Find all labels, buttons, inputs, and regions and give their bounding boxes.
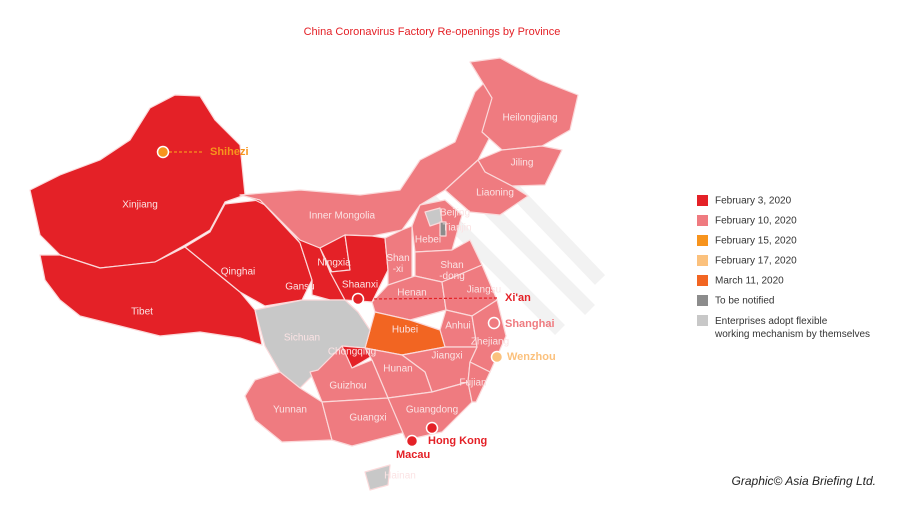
- city-dot: [405, 434, 419, 448]
- legend-swatch: [697, 295, 708, 306]
- city-label: Macau: [396, 449, 430, 461]
- legend-label: March 11, 2020: [715, 276, 784, 287]
- province-label-line: -dong: [439, 271, 465, 282]
- province: [321, 397, 407, 447]
- province-label: Guangdong: [406, 405, 458, 416]
- province-label: Sichuan: [284, 333, 320, 344]
- legend-swatch: [697, 235, 708, 246]
- province-label: Qinghai: [221, 267, 255, 278]
- province: [444, 159, 529, 216]
- province-label: Inner Mongolia: [309, 211, 376, 222]
- province: [439, 221, 447, 237]
- province-label: Hainan: [384, 471, 416, 482]
- province-label: Guangxi: [349, 413, 386, 424]
- legend-swatch: [697, 275, 708, 286]
- province: [364, 464, 391, 491]
- province-label: Jiangsu: [467, 285, 501, 296]
- province: [469, 57, 579, 151]
- province-label: Ningxia: [317, 258, 351, 269]
- map-title: China Coronavirus Factory Re-openings by…: [304, 26, 561, 38]
- province-label: Guizhou: [329, 381, 366, 392]
- legend-label: February 15, 2020: [715, 236, 797, 247]
- province-label: Shan -xi: [386, 253, 409, 275]
- legend-label-line: working mechanism by themselves: [714, 329, 870, 340]
- legend-label-line: Enterprises adopt flexible: [715, 316, 828, 327]
- legend-label: February 17, 2020: [715, 256, 797, 267]
- credit: Graphic© Asia Briefing Ltd.: [732, 474, 876, 488]
- city-label: Wenzhou: [507, 351, 556, 363]
- province-label: Shaanxi: [342, 280, 378, 291]
- legend-label: Enterprises adopt flexible working mechan…: [714, 316, 870, 340]
- province-label: Tibet: [131, 307, 153, 318]
- province-label: Yunnan: [273, 405, 307, 416]
- city-label: Xi'an: [505, 292, 531, 304]
- province-label: Xinjiang: [122, 200, 158, 211]
- legend-label: February 10, 2020: [715, 216, 797, 227]
- province-label: Hunan: [383, 364, 412, 375]
- province-label: Zhejiang: [471, 337, 509, 348]
- region-labels: Xinjiang Tibet Qinghai Gansu Inner Mongolia H…: [122, 113, 557, 482]
- province-label: Jiangxi: [431, 351, 462, 362]
- province-label: Gansu: [285, 282, 314, 293]
- legend-swatch: [697, 255, 708, 266]
- legend-label: To be notified: [715, 296, 775, 307]
- leader-line: [363, 297, 500, 300]
- province-label-line: Shan: [440, 260, 463, 271]
- city-label: Shihezi: [210, 146, 249, 158]
- province: [467, 361, 491, 403]
- province-label: Hebei: [415, 235, 441, 246]
- city-dot: [351, 292, 365, 306]
- city-label: Shanghai: [505, 318, 555, 330]
- province-label-line: Shan: [386, 253, 409, 264]
- city-dot: [156, 145, 170, 159]
- province-label: Anhui: [445, 321, 471, 332]
- province: [371, 275, 447, 321]
- province: [39, 246, 263, 346]
- legend-swatch: [697, 315, 708, 326]
- province-label: Tianjin: [442, 223, 471, 234]
- province-label: Fujian: [459, 378, 486, 389]
- province-label: Jiling: [511, 158, 534, 169]
- legend-swatch: [697, 215, 708, 226]
- regions: [29, 57, 579, 491]
- province-label: Chongqing: [328, 347, 376, 358]
- province-label: Liaoning: [476, 188, 514, 199]
- city-dot: [487, 316, 501, 330]
- province-label: Heilongjiang: [502, 113, 557, 124]
- city-dot: [425, 421, 439, 435]
- province-label: Hubei: [392, 325, 418, 336]
- province-label-line: -xi: [393, 264, 404, 275]
- cities: Shihezi Xi'an Shanghai Wenzhou Hong Kong Maca…: [156, 145, 556, 461]
- legend: February 3, 2020 February 10, 2020 Februar…: [697, 195, 870, 340]
- legend-label: February 3, 2020: [715, 196, 792, 207]
- city-label: Hong Kong: [428, 435, 487, 447]
- province-label: Henan: [397, 288, 426, 299]
- province-label: Beijing: [440, 208, 470, 219]
- legend-swatch: [697, 195, 708, 206]
- province-label: Shan -dong: [439, 260, 465, 282]
- city-dot: [490, 350, 504, 364]
